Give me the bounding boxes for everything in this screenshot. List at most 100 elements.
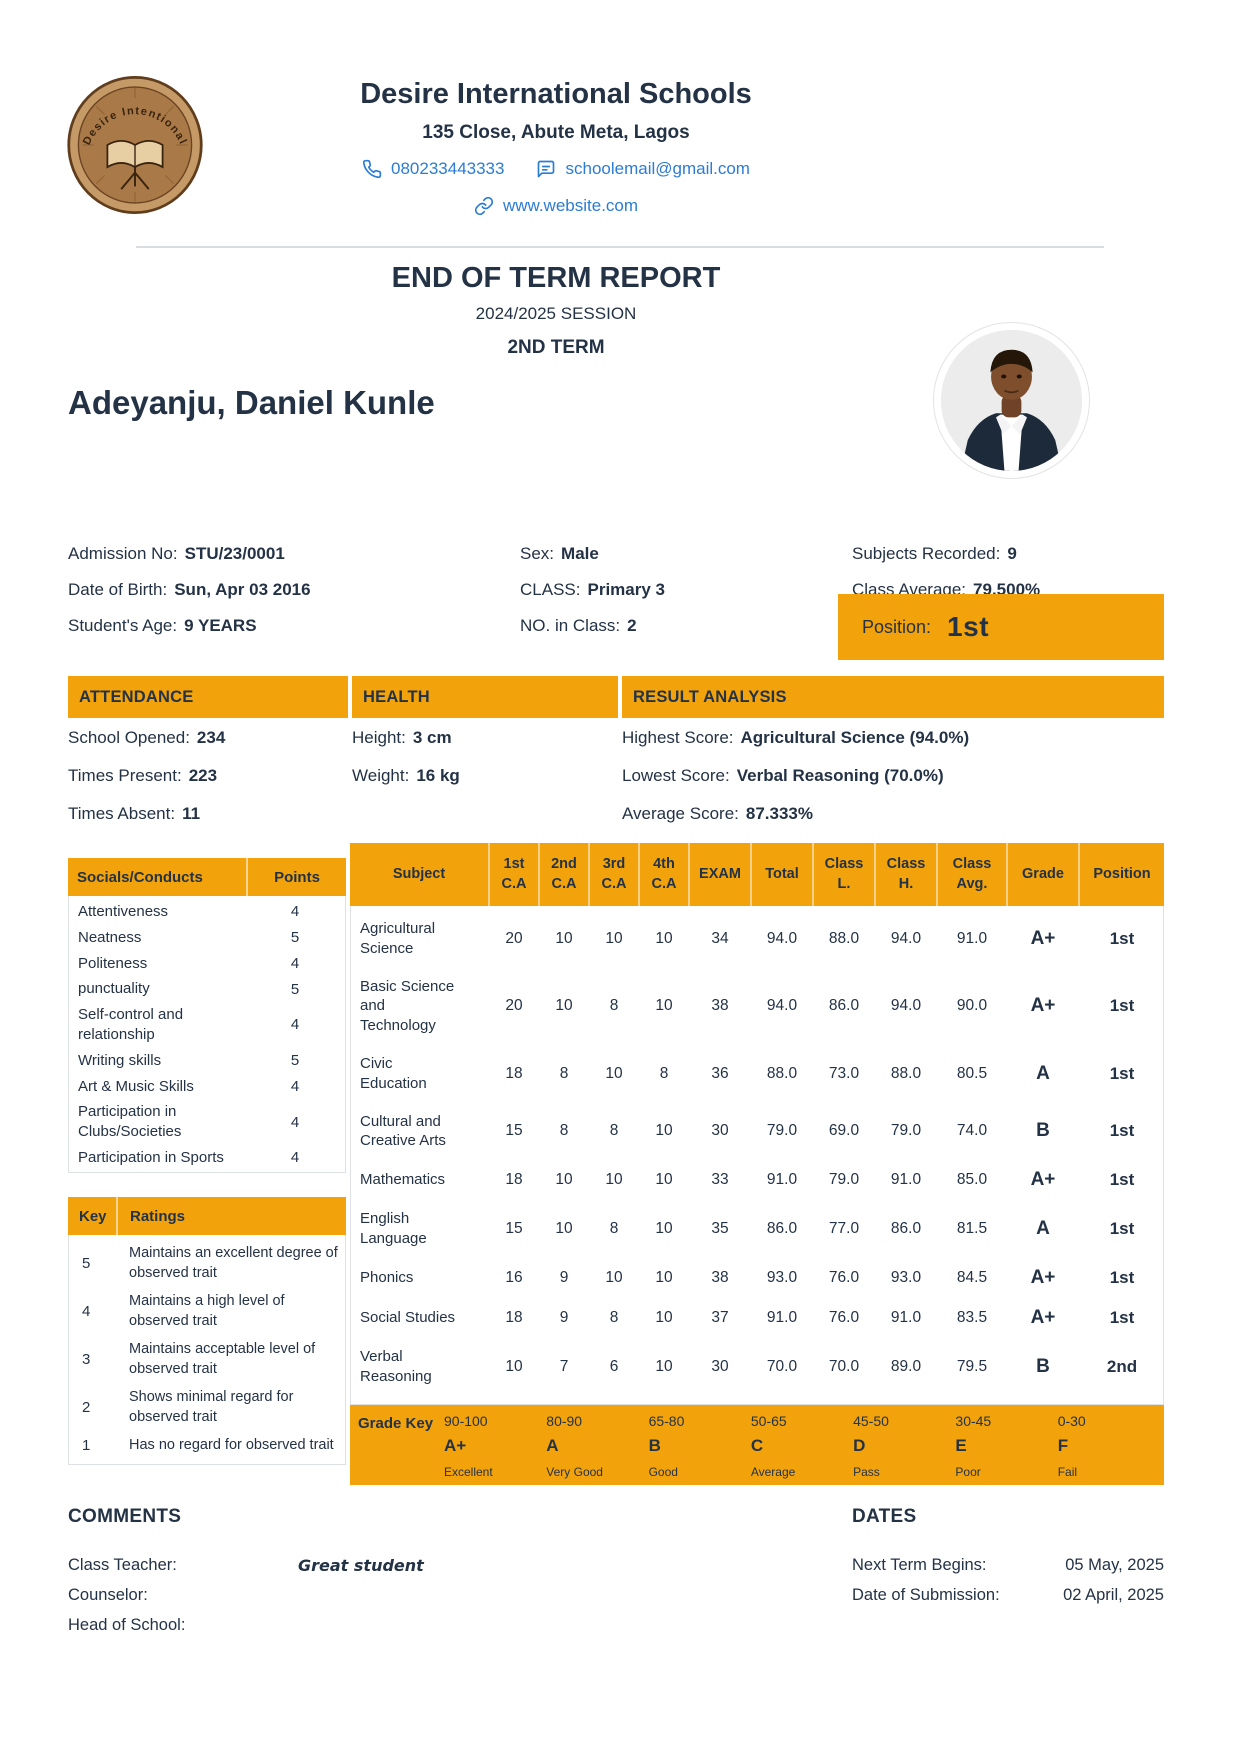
date-label: Next Term Begins: [852, 1555, 987, 1574]
subject-ca2: 8 [559, 1122, 569, 1140]
position-value: 1st [947, 611, 990, 642]
subject-column-header: 2nd C.A [538, 843, 588, 906]
conduct-trait: Art & Music Skills [78, 1077, 194, 1095]
subject-class-highest: 88.0 [890, 1064, 922, 1082]
subject-total: 79.0 [766, 1122, 798, 1140]
subject-exam: 30 [711, 1122, 729, 1140]
result-stat: Average Score: 87.333% [622, 795, 1164, 833]
subject-row: Cultural and Creative Arts 15 8 8 10 30 … [351, 1103, 1163, 1161]
rating-key-row: 4 Maintains a high level of observed tra… [69, 1287, 345, 1335]
conduct-row: Participation in Clubs/Societies 4 [69, 1099, 345, 1145]
stat-label: Weight: [352, 766, 410, 785]
subject-class-highest: 86.0 [890, 1219, 922, 1237]
school-address: 135 Close, Abute Meta, Lagos [422, 122, 690, 144]
subject-name: Civic Education [360, 1054, 427, 1092]
comment-label: Head of School: [68, 1615, 186, 1634]
subject-grade: A [1036, 1217, 1050, 1239]
dates-rows: Next Term Begins: 05 May, 2025 Date of S… [852, 1550, 1164, 1610]
subject-class-lowest: 76.0 [828, 1268, 860, 1286]
subject-grade: A [1036, 1062, 1050, 1084]
subject-ca2: 10 [555, 929, 573, 947]
date-value: 05 May, 2025 [1065, 1555, 1164, 1574]
school-website[interactable]: www.website.com [502, 196, 639, 216]
subject-column-header: 1st C.A [488, 843, 538, 906]
school-phone[interactable]: 080233443333 [391, 159, 505, 179]
subject-row: Phonics 16 9 10 10 38 93.0 76.0 93.0 84.… [351, 1258, 1163, 1298]
subject-ca3: 10 [605, 929, 623, 947]
info-value: Primary 3 [587, 580, 665, 599]
subject-name: Basic Science and Technology [360, 977, 455, 1035]
info-value: 9 [1007, 544, 1017, 563]
conduct-title: Socials/Conducts [77, 868, 203, 886]
subject-ca2: 9 [559, 1268, 569, 1286]
subject-class-highest: 91.0 [890, 1308, 922, 1326]
grade-remark: Pass [853, 1465, 880, 1479]
school-email[interactable]: schoolemail@gmail.com [565, 159, 750, 179]
stat-value: 16 kg [416, 766, 460, 785]
subject-class-lowest: 79.0 [828, 1171, 860, 1189]
subject-row: Basic Science and Technology 20 10 8 10 … [351, 968, 1163, 1045]
attendance-stat: Times Absent: 11 [68, 795, 352, 833]
subject-ca3: 8 [609, 997, 619, 1015]
grade-remark: Fail [1057, 1465, 1078, 1479]
subject-grade: A+ [1030, 1169, 1056, 1191]
subject-ca4: 8 [659, 1064, 669, 1082]
school-header: Desire International Schools 135 Close, … [0, 78, 1112, 216]
grade-remark: Very Good [546, 1465, 603, 1479]
subject-exam: 30 [711, 1357, 729, 1375]
subject-ca3: 8 [609, 1308, 619, 1326]
subject-ca2: 9 [559, 1308, 569, 1326]
comment-label: Class Teacher: [68, 1555, 177, 1574]
info-value: 9 YEARS [184, 616, 257, 635]
info-value: STU/23/0001 [184, 544, 285, 563]
subject-ca3: 10 [605, 1171, 623, 1189]
conduct-points: 4 [290, 1149, 300, 1167]
grade-letter: D [853, 1436, 866, 1455]
student-photo-frame [941, 330, 1082, 471]
email-contact: schoolemail@gmail.com [536, 159, 750, 179]
conduct-trait: Politeness [78, 954, 148, 972]
info-label: Sex: [520, 544, 555, 563]
subject-ca4: 10 [655, 1122, 673, 1140]
health-stat: Weight: 16 kg [352, 757, 622, 795]
subject-column-header: Subject [392, 865, 446, 882]
subject-class-lowest: 73.0 [828, 1064, 860, 1082]
conduct-points: 5 [290, 1052, 300, 1070]
subject-column-header: Total [750, 843, 812, 906]
conduct-trait: Attentiveness [78, 903, 169, 920]
subject-ca2: 10 [555, 1171, 573, 1189]
dates-title: DATES [852, 1506, 917, 1527]
subject-class-average: 80.5 [956, 1064, 988, 1082]
student-info-item: Date of Birth: Sun, Apr 03 2016 [68, 572, 520, 608]
subject-position: 1st [1109, 1267, 1135, 1287]
subject-class-average: 83.5 [956, 1308, 988, 1326]
attendance-stat: Times Present: 223 [68, 757, 352, 795]
subjects-table-header: Subject 1st C.A 2nd C.A 3rd C.A 4th C.A … [350, 843, 1164, 906]
student-info-grid: Admission No: STU/23/0001 Sex: Male Subj… [68, 536, 1164, 644]
grade-range: 80-90 [546, 1413, 583, 1429]
rating-key-description: Maintains an excellent degree of observe… [129, 1245, 338, 1281]
subject-class-lowest: 86.0 [828, 997, 860, 1015]
phone-icon [362, 160, 382, 179]
conduct-panel: Socials/Conducts Points Attentiveness 4 … [68, 843, 346, 1485]
info-label: CLASS: [520, 580, 581, 599]
stat-value: 87.333% [745, 804, 813, 823]
report-session: 2024/2025 SESSION [475, 304, 637, 323]
subject-ca1: 18 [505, 1308, 523, 1326]
subject-ca2: 10 [555, 1219, 573, 1237]
grade-range: 45-50 [853, 1413, 889, 1429]
conduct-trait: punctuality [78, 980, 150, 998]
student-info-item: Sex: Male [520, 536, 852, 572]
info-value: Sun, Apr 03 2016 [174, 580, 311, 599]
dates-section: DATES Next Term Begins: 05 May, 2025 Dat… [852, 1506, 1164, 1640]
grade-range: 0-30 [1057, 1413, 1086, 1429]
student-info-item: NO. in Class: 2 [520, 608, 852, 644]
main-tables: Socials/Conducts Points Attentiveness 4 … [68, 843, 1164, 1485]
grade-letter: A [546, 1436, 559, 1455]
stat-value: Verbal Reasoning (70.0%) [736, 766, 944, 785]
ratings-key-header: Key Ratings [68, 1197, 346, 1235]
subject-column-header: EXAM [688, 843, 750, 906]
stat-value: Agricultural Science (94.0%) [740, 728, 970, 747]
subject-ca3: 10 [605, 1064, 623, 1082]
comment-row: Head of School: [68, 1610, 852, 1640]
